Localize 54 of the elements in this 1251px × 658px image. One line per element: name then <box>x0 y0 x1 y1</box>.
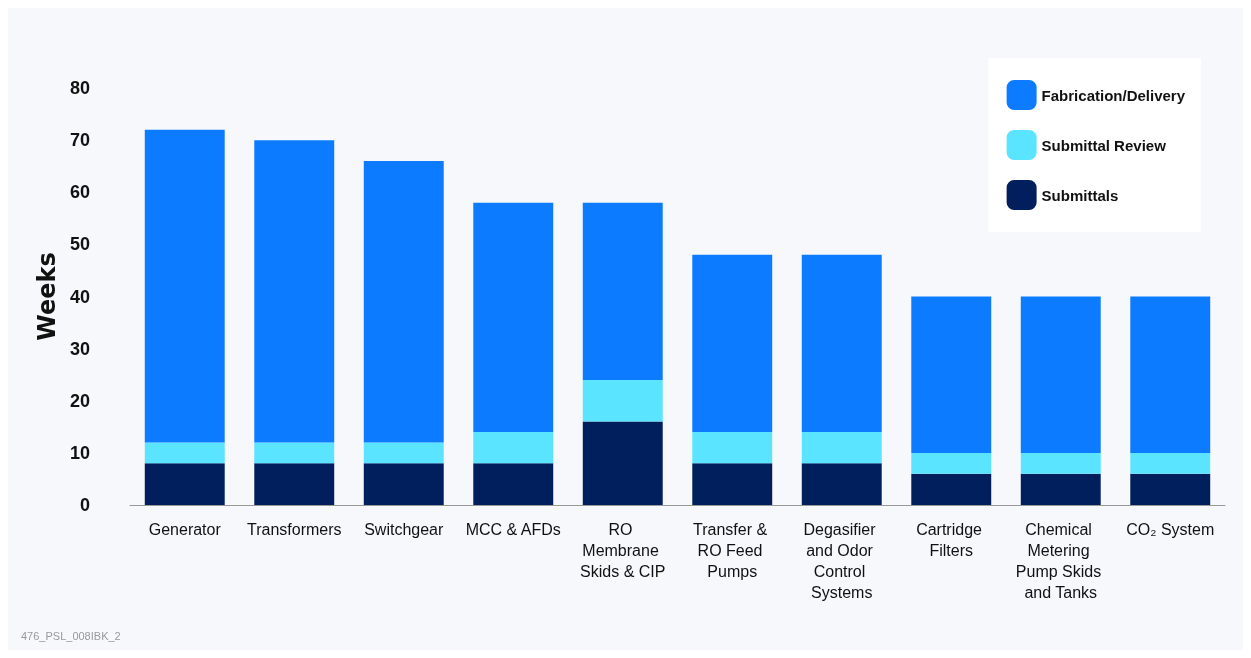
bar <box>144 129 225 443</box>
bar <box>1020 296 1101 453</box>
y-tick-label: 40 <box>69 286 90 307</box>
bar <box>1020 452 1101 474</box>
bar <box>363 442 444 464</box>
y-tick-label: 80 <box>69 78 90 98</box>
x-tick-label: Generator <box>148 521 222 538</box>
y-tick-label: 20 <box>69 390 90 411</box>
legend-label: Submittal Review <box>1041 136 1167 154</box>
bar <box>1130 452 1211 474</box>
bar <box>144 442 225 464</box>
bar <box>582 379 663 422</box>
x-tick-label: Degasifier and Odor Control Systems <box>803 521 880 601</box>
bar <box>582 202 663 380</box>
y-tick-label: 0 <box>79 495 90 515</box>
legend-label: Submittals <box>1041 186 1119 204</box>
bar <box>692 463 773 505</box>
y-tick-label: 10 <box>69 442 90 463</box>
bar <box>692 254 773 433</box>
bar <box>254 463 335 505</box>
bar <box>1020 473 1101 505</box>
bar <box>363 463 444 505</box>
bar <box>254 140 335 443</box>
y-tick-label: 60 <box>69 182 90 203</box>
y-tick-label: 70 <box>69 130 90 151</box>
y-tick-label: 50 <box>69 234 90 255</box>
bar <box>801 463 882 505</box>
bar <box>363 160 444 443</box>
x-tick-label: Cartridge Filters <box>916 521 987 559</box>
bar <box>582 421 663 505</box>
text: 476_PSL_008IBK_2 <box>21 629 121 642</box>
x-tick-label: CO₂ System <box>1126 521 1215 538</box>
bar <box>911 296 992 453</box>
x-tick-label: Chemical Metering Pump Skids and Tanks <box>1015 521 1106 601</box>
bar <box>473 463 554 505</box>
bar <box>254 442 335 464</box>
bar <box>144 463 225 505</box>
bar <box>1130 473 1211 505</box>
bar <box>692 432 773 464</box>
x-tick-label: MCC & AFDs <box>465 521 561 538</box>
bar <box>911 473 992 505</box>
bar <box>473 202 554 433</box>
x-tick-label: Transfer & RO Feed Pumps <box>692 521 772 580</box>
bar <box>801 432 882 464</box>
bar <box>911 452 992 474</box>
legend-label: Fabrication/Delivery <box>1041 86 1186 104</box>
bar <box>473 432 554 464</box>
y-axis-title: Weeks <box>33 252 62 341</box>
bar <box>1130 296 1211 453</box>
x-tick-label: RO Membrane Skids & CIP <box>580 521 666 580</box>
y-tick-label: 30 <box>69 338 90 359</box>
bar <box>801 254 882 433</box>
x-tick-label: Switchgear <box>364 521 444 538</box>
x-tick-label: Transformers <box>246 521 342 538</box>
